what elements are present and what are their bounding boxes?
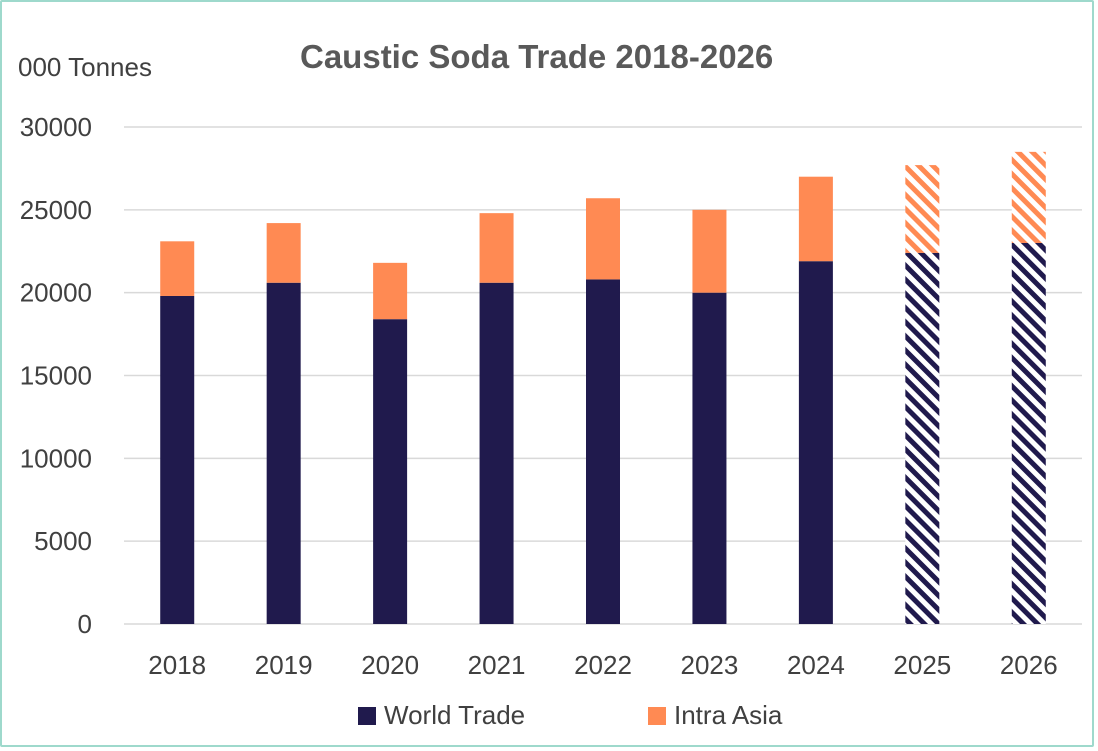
y-tick-label: 20000	[20, 278, 92, 308]
y-tick-label: 25000	[20, 195, 92, 225]
bar-world-trade-2023	[692, 292, 727, 624]
x-tick-label: 2025	[893, 650, 951, 680]
x-tick-label: 2019	[255, 650, 313, 680]
bar-intra-asia-2021	[479, 213, 514, 283]
bar-intra-asia-2022	[586, 198, 620, 280]
bar-world-trade-2018	[160, 295, 195, 624]
x-tick-label: 2026	[1000, 650, 1058, 680]
bar-intra-asia-2019	[266, 223, 301, 283]
x-tick-label: 2022	[574, 650, 632, 680]
legend-item-intra-asia: Intra Asia	[648, 700, 782, 731]
legend-label-world-trade: World Trade	[384, 700, 526, 730]
y-tick-label: 15000	[20, 361, 92, 391]
bar-intra-asia-2023	[692, 209, 727, 293]
x-tick-label: 2018	[148, 650, 206, 680]
bar-intra-asia-2018	[160, 241, 195, 296]
bar-intra-asia-2024	[798, 176, 833, 262]
bar-intra-asia-2025	[905, 165, 940, 253]
x-tick-label: 2020	[361, 650, 419, 680]
bar-intra-asia-2026	[1011, 151, 1046, 243]
legend-label-intra-asia: Intra Asia	[674, 700, 783, 730]
y-tick-label: 30000	[20, 112, 92, 142]
chart-title: Caustic Soda Trade 2018-2026	[300, 38, 774, 75]
bar-world-trade-2019	[266, 282, 301, 624]
bar-intra-asia-2020	[373, 262, 408, 320]
bar-world-trade-2024	[798, 261, 833, 624]
x-tick-label: 2021	[468, 650, 526, 680]
legend-swatch-world-trade	[358, 706, 376, 725]
x-tick-label: 2023	[681, 650, 739, 680]
y-tick-label: 10000	[20, 443, 92, 473]
bar-world-trade-2020	[373, 319, 408, 624]
bar-world-trade-2021	[479, 282, 514, 624]
legend-item-world-trade: World Trade	[358, 700, 525, 731]
y-tick-label: 0	[78, 609, 92, 639]
legend-swatch-intra-asia	[648, 706, 666, 725]
y-tick-label: 5000	[34, 526, 92, 556]
bar-world-trade-2022	[586, 279, 620, 624]
y-axis-unit-label: 000 Tonnes	[18, 52, 152, 82]
x-tick-label: 2024	[787, 650, 845, 680]
bar-world-trade-2026	[1011, 242, 1046, 624]
chart-legend: World Trade Intra Asia	[0, 700, 1098, 734]
bar-world-trade-2025	[905, 252, 940, 624]
